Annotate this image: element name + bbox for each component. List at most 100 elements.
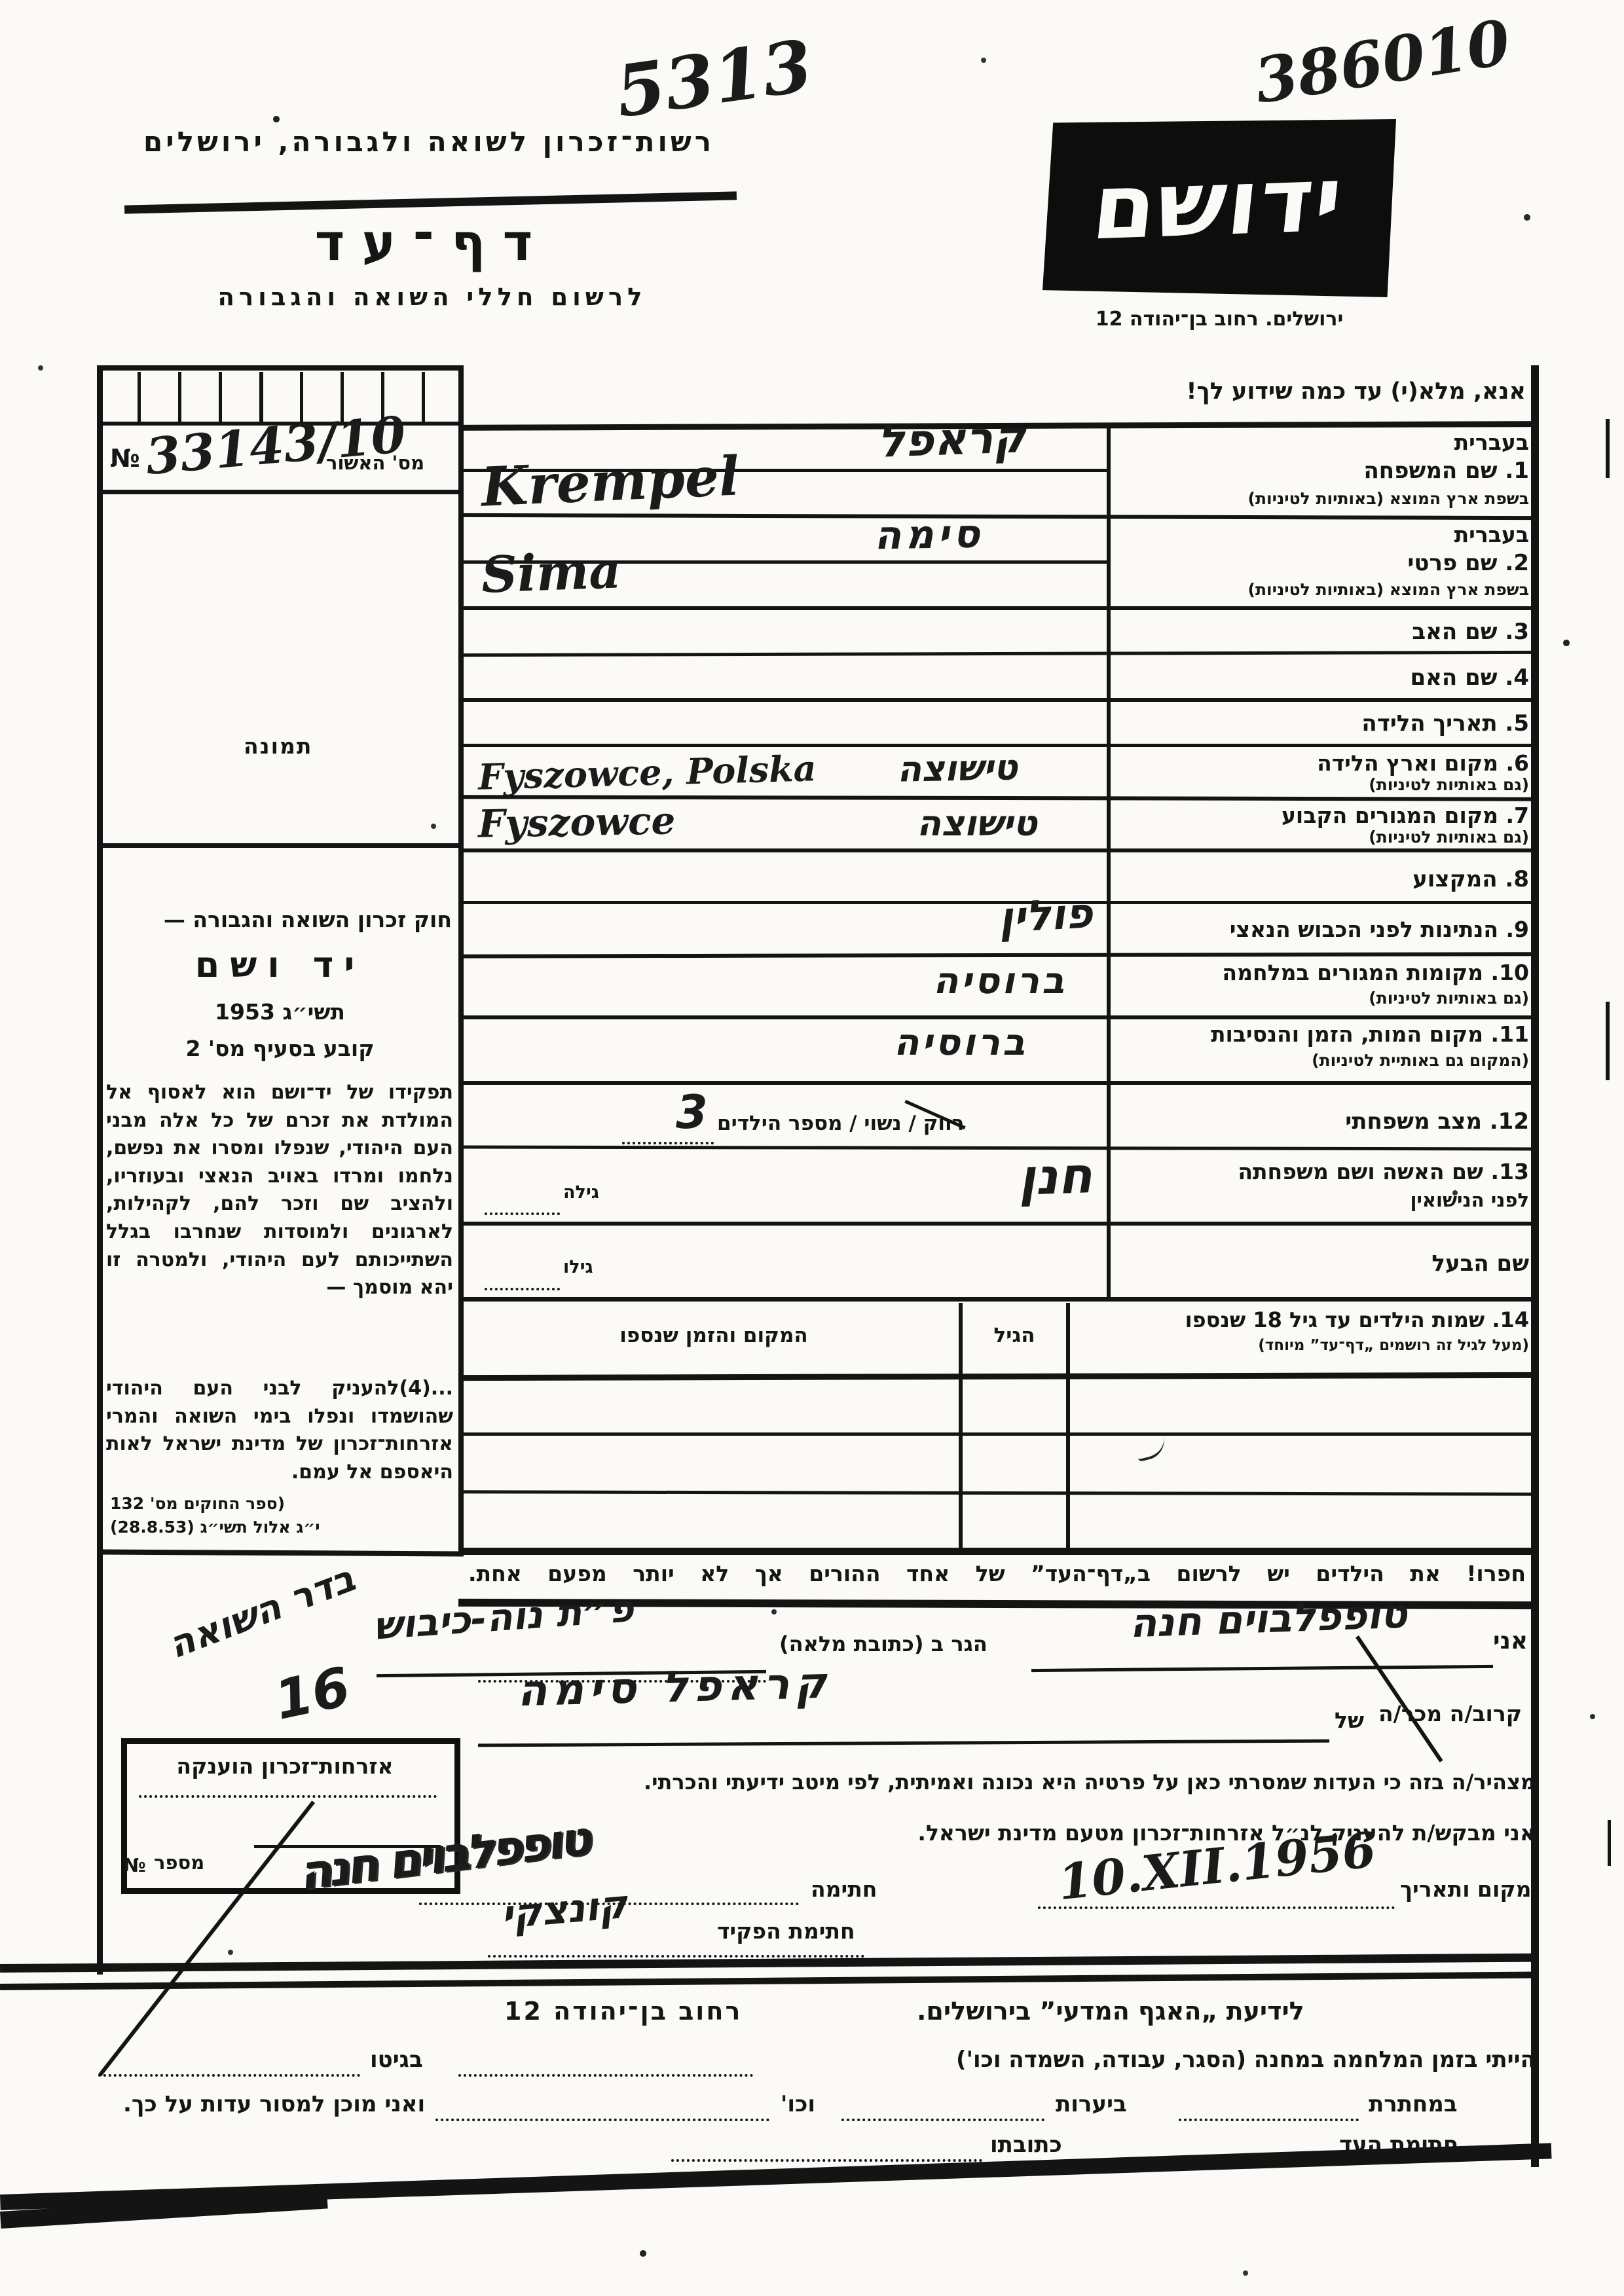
witness-address-footer-label: כתובתו [990, 2132, 1062, 2158]
table-divider-age-right [1066, 1303, 1070, 1550]
logo-address: ירושלים. רחוב בן־יהודה 12 [1095, 308, 1344, 331]
photo-box-bottom [97, 843, 464, 848]
ruler-baseline [97, 422, 464, 426]
double-rule-bottom [0, 1971, 1540, 1990]
rule-f9 [458, 952, 1538, 958]
rule-f4 [458, 698, 1538, 702]
forests-dots [841, 2119, 1044, 2121]
scan-edge-mark-1 [1606, 419, 1610, 478]
attention-address: רחוב בן־יהודה 12 [504, 1997, 743, 2026]
citizenship-number-label: מספר [154, 1851, 205, 1874]
declarant-i-label: אני [1493, 1628, 1528, 1654]
field8-label: 8. המקצוע [1412, 866, 1529, 892]
rule-f1-latin [458, 513, 1538, 520]
field4-label: 4. שם האם [1410, 665, 1529, 691]
citizenship-box-line [254, 1845, 441, 1848]
rule-f12 [458, 1145, 1538, 1151]
death-place-value: ברוסיה [894, 1021, 1028, 1064]
table-age-header: הגיל [993, 1324, 1035, 1347]
place-date-label: מקום ותאריך [1400, 1876, 1532, 1902]
law-ref-2: י״ג אלול תשי״ג (28.8.53) [110, 1518, 320, 1537]
ruler-tick [219, 372, 222, 422]
ghetto-label: בגיטו [370, 2047, 423, 2073]
rule-f8 [458, 901, 1538, 904]
etc-label: וכו' [781, 2091, 816, 2117]
law-ref-1: (ספר החוקים מס' 132 [110, 1494, 286, 1513]
birthplace-hebrew-value: טישוצה [896, 746, 1018, 790]
citizenship-number-symbol: № [123, 1854, 146, 1876]
table-pen-mark [1134, 1435, 1168, 1463]
ruler-tick [422, 372, 425, 422]
citizenship-box-dots [139, 1795, 437, 1798]
file-note-number: 16 [269, 1656, 356, 1732]
surname-latin-value: Krempel [480, 445, 741, 519]
war-residence-value: ברוסיה [933, 960, 1067, 1002]
field2-label: 2. שם פרטי [1407, 550, 1529, 576]
underground-label: במחתרת [1369, 2091, 1458, 2117]
relation-label: קרוב/ה מכר/ה [1378, 1701, 1522, 1726]
ruler-tick [381, 372, 384, 422]
sidebar-bottom-rule [96, 1549, 464, 1557]
relation-pen-slash [1356, 1635, 1443, 1763]
table-divider-age-left [959, 1303, 963, 1550]
field1-label: 1. שם המשפחה [1363, 458, 1529, 484]
divider-label-column [1107, 424, 1111, 1298]
her-age-label: גילה [563, 1182, 599, 1203]
intro-instruction: אנא, מלא(י) עד כמה שידוע לך! [1186, 378, 1526, 405]
citizenship-value: פולין [997, 889, 1094, 943]
war-camp-dots [458, 2074, 753, 2077]
field10-sub-label: (גם באותיות לטיניות) [1369, 989, 1529, 1008]
field1-lang-label: בעברית [1454, 429, 1529, 455]
citizenship-box [121, 1738, 460, 1894]
clerk-dots [488, 1955, 864, 1958]
victim-name-line [477, 1739, 1330, 1747]
approval-number-label: מס' האשור [326, 452, 425, 474]
of-label: של [1335, 1707, 1364, 1733]
givenname-hebrew-value: סימה [874, 511, 984, 559]
his-age-dots [485, 1288, 560, 1290]
declaration-statement: מצהיר/ה בזה כי העדות שמסרתי כאן על פרטיה… [643, 1770, 1536, 1795]
law-title: חוק זכרון השואה והגבורה — [163, 907, 452, 932]
header-underline [124, 191, 737, 214]
ruler-tick [178, 372, 181, 422]
field2-lang-label: בעברית [1454, 522, 1529, 547]
birthplace-latin-value: Fyszowce, Polska [477, 747, 817, 798]
her-age-dots [485, 1212, 560, 1215]
field14-label: 14. שמות הילדים עד גיל 18 שנספו [1185, 1307, 1529, 1332]
field11-label: 11. מקום המות, הזמן והנסיבות [1210, 1021, 1529, 1047]
ruler-tick [259, 372, 263, 422]
rule-f7 [458, 848, 1538, 852]
border-left [97, 365, 103, 1975]
approval-underline [97, 490, 464, 494]
law-name: יד ושם [194, 944, 365, 985]
address-label: הגר ב (כתובת מלאה) [779, 1631, 987, 1656]
signature-dots [419, 1903, 799, 1905]
etc-dots [435, 2119, 769, 2121]
scan-noise [0, 0, 3, 3]
his-age-label: גילו [563, 1257, 593, 1277]
photo-placeholder-label: תמונה [244, 733, 313, 759]
field10-label: 10. מקומות המגורים במלחמה [1222, 960, 1529, 985]
testify-statement: ואני מוכן למסור עדות על כך. [123, 2091, 426, 2117]
witness-name-line [1031, 1664, 1494, 1673]
residence-hebrew-value: טישוצה [917, 803, 1037, 844]
rule-f10 [458, 1015, 1538, 1019]
ruler-tick [138, 372, 141, 422]
field1-sub-label: בשפת ארץ המוצא (באותיות לטיניות) [1247, 489, 1529, 508]
family-status-options: רווק / נשוי / מספר הילדים [717, 1112, 965, 1135]
law-year: תשי״ג 1953 [215, 999, 345, 1025]
date-dots [1038, 1906, 1395, 1909]
war-camp-line: הייתי בזמן המלחמה במחנה (הסגר, עבודה, הש… [956, 2047, 1536, 2073]
law-text-2: ‏...(4)להעניק לבני העם היהודי שהושמדו ונ… [106, 1377, 453, 1484]
clerk-signature-handwritten: קונצקי [499, 1881, 629, 1939]
field13-label: 13. שם האשה ושם משפחתה [1238, 1159, 1529, 1184]
children-count-value: 3 [676, 1085, 708, 1139]
authority-title: רשות־זכרון לשואה ולגבורה, ירושלים [143, 126, 715, 158]
field14-sub-label: (מעל לגיל זה רושמים „דף־עד” מיוחד) [1258, 1337, 1529, 1354]
rule-f5 [458, 744, 1538, 747]
witness-address-footer-dots [671, 2159, 982, 2162]
form-title: דף־עד [314, 213, 550, 272]
victim-name-handwritten: קראפל סימה [517, 1657, 833, 1717]
scan-edge-mark-2 [1606, 1002, 1610, 1080]
